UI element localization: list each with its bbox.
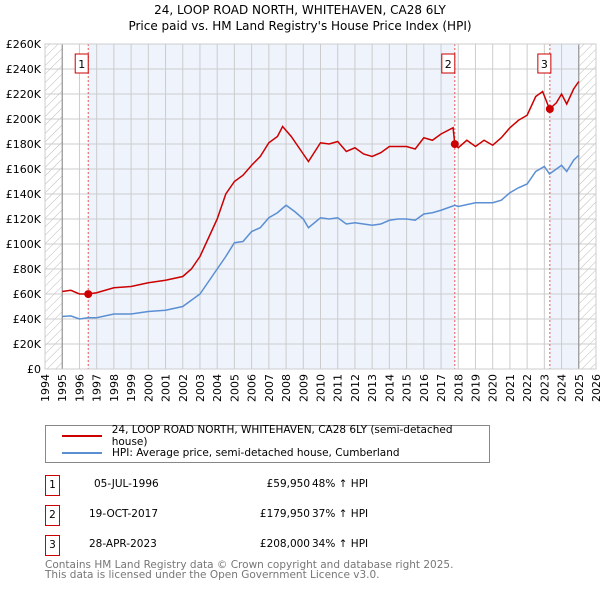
x-tick-label: 2011 xyxy=(332,374,345,402)
sale-hpi-change: 48% ↑ HPI xyxy=(312,478,369,490)
sale-marker: 1 xyxy=(45,475,60,496)
x-tick-label: 1994 xyxy=(39,374,52,402)
y-tick-label: £100K xyxy=(6,238,42,251)
sale-label: 3 xyxy=(541,58,548,71)
footer: Contains HM Land Registry data © Crown c… xyxy=(45,559,454,581)
x-tick-label: 2026 xyxy=(590,374,600,402)
y-tick-label: £60K xyxy=(13,288,42,301)
y-tick-label: £240K xyxy=(6,63,42,76)
y-tick-label: £200K xyxy=(6,113,42,126)
x-tick-label: 2009 xyxy=(297,374,310,402)
x-tick-label: 2018 xyxy=(452,374,465,402)
x-tick-label: 1996 xyxy=(73,374,86,402)
y-tick-label: £220K xyxy=(6,88,42,101)
x-tick-label: 2008 xyxy=(280,374,293,402)
sale-label-box xyxy=(537,53,552,74)
y-tick-label: £180K xyxy=(6,138,42,151)
x-tick-label: 2001 xyxy=(160,374,173,402)
x-tick-label: 2004 xyxy=(211,374,224,402)
plot-frame xyxy=(44,43,597,370)
sale-label: 2 xyxy=(445,58,452,71)
chart-subtitle: Price paid vs. HM Land Registry's House … xyxy=(128,19,472,33)
sale-label: 1 xyxy=(78,58,85,71)
x-tick-label: 2017 xyxy=(435,374,448,402)
sale-point xyxy=(450,140,459,149)
legend-swatch-blue xyxy=(62,452,102,454)
hpi-series-line xyxy=(62,154,580,320)
price-chart: £0 £20K £40K £60K £80K £100K £120K £140K £160K £1… xyxy=(6,38,600,402)
y-tick-label: £160K xyxy=(6,163,42,176)
x-tick-label: 2022 xyxy=(521,374,534,402)
footer-line-2: This data is licensed under the Open Gov… xyxy=(45,569,380,581)
x-tick-label: 2010 xyxy=(315,374,328,402)
chart-title: 24, LOOP ROAD NORTH, WHITEHAVEN, CA28 6L… xyxy=(154,3,446,17)
sale-row: 3 28-APR-2023 £208,000 34% ↑ HPI xyxy=(45,535,445,556)
x-tick-label: 1999 xyxy=(125,374,138,402)
legend-swatch-red xyxy=(62,435,102,437)
x-tick-label: 2007 xyxy=(263,374,276,402)
sale-label-box xyxy=(74,53,89,74)
y-tick-label: £140K xyxy=(6,188,42,201)
sale-point xyxy=(84,290,93,299)
x-tick-label: 2003 xyxy=(194,374,207,402)
x-tick-label: 2013 xyxy=(366,374,379,402)
sale-marker: 3 xyxy=(45,535,60,556)
shaded-region xyxy=(549,44,579,369)
legend-label: HPI: Average price, semi-detached house,… xyxy=(112,447,400,459)
x-tick-label: 2020 xyxy=(487,374,500,402)
footer-line-1: Contains HM Land Registry data © Crown c… xyxy=(45,559,454,571)
y-tick-label: £40K xyxy=(13,313,42,326)
sale-row: 1 05-JUL-1996 £59,950 48% ↑ HPI xyxy=(45,475,445,496)
x-tick-label: 2005 xyxy=(228,374,241,402)
x-tick-label: 2023 xyxy=(538,374,551,402)
sale-marker: 2 xyxy=(45,505,60,526)
sale-label-box xyxy=(441,53,456,74)
y-tick-label: £0 xyxy=(27,363,41,376)
y-tick-label: £260K xyxy=(6,38,42,51)
legend: 24, LOOP ROAD NORTH, WHITEHAVEN, CA28 6L… xyxy=(45,424,490,463)
sale-point xyxy=(545,105,554,113)
hatched-region-before xyxy=(45,44,63,369)
legend-item-property: 24, LOOP ROAD NORTH, WHITEHAVEN, CA28 6L… xyxy=(62,424,489,448)
legend-label: 24, LOOP ROAD NORTH, WHITEHAVEN, CA28 6L… xyxy=(111,424,453,448)
x-tick-label: 1995 xyxy=(56,374,69,402)
x-tick-label: 2024 xyxy=(556,374,569,402)
sale-price: £59,950 xyxy=(266,478,310,490)
x-tick-label: 2000 xyxy=(142,374,155,402)
x-tick-label: 2016 xyxy=(418,374,431,402)
x-tick-label: 2021 xyxy=(504,374,517,402)
x-tick-label: 2025 xyxy=(573,374,586,402)
y-tick-label: £120K xyxy=(6,213,42,226)
hatched-region-after xyxy=(578,44,596,369)
x-tick-label: 1998 xyxy=(108,374,121,402)
y-tick-label: £80K xyxy=(13,263,42,276)
shaded-region xyxy=(88,44,455,369)
x-tick-label: 1997 xyxy=(91,374,104,402)
sale-price: £208,000 xyxy=(259,538,310,550)
x-tick-label: 2002 xyxy=(177,374,190,402)
property-series-line xyxy=(62,81,580,295)
x-tick-label: 2012 xyxy=(349,374,362,402)
sale-date: 19-OCT-2017 xyxy=(89,508,158,520)
sale-date: 05-JUL-1996 xyxy=(94,478,159,490)
sale-date: 28-APR-2023 xyxy=(89,538,157,550)
x-tick-label: 2015 xyxy=(401,374,414,402)
y-tick-label: £20K xyxy=(13,338,42,351)
x-tick-label: 2006 xyxy=(246,374,259,402)
legend-item-hpi: HPI: Average price, semi-detached house,… xyxy=(62,445,400,461)
sale-hpi-change: 37% ↑ HPI xyxy=(312,508,369,520)
x-tick-label: 2019 xyxy=(469,374,482,402)
x-tick-label: 2014 xyxy=(383,374,396,402)
sale-hpi-change: 34% ↑ HPI xyxy=(312,538,369,550)
sale-price: £179,950 xyxy=(259,508,310,520)
sale-row: 2 19-OCT-2017 £179,950 37% ↑ HPI xyxy=(45,505,445,526)
